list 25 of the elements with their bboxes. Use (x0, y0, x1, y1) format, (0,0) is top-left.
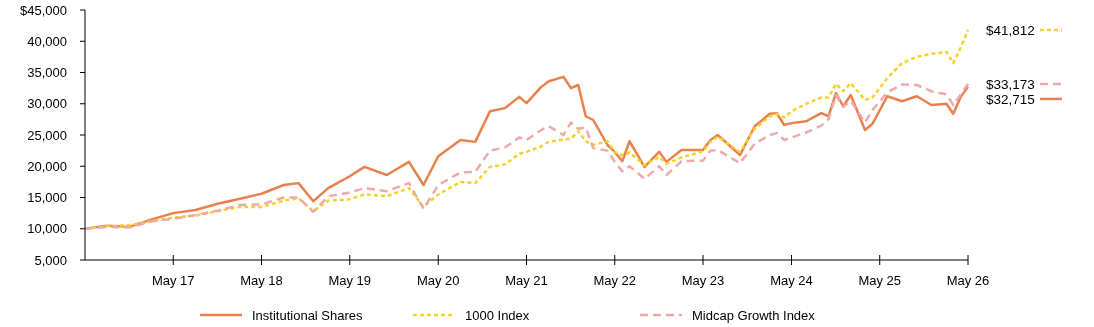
x-tick-label: May 22 (593, 273, 637, 288)
x-tick-label: May 23 (681, 273, 725, 288)
x-tick-label: May 21 (505, 273, 548, 288)
y-tick-label: 25,000 (27, 127, 67, 143)
y-tick-label: 5,000 (34, 252, 67, 268)
x-tick-label: May 19 (328, 273, 372, 288)
legend-label: Midcap Growth Index (692, 307, 816, 323)
x-tick-label: May 20 (416, 273, 460, 288)
y-tick-label: 30,000 (27, 96, 67, 112)
data-label: $41,812 (986, 22, 1035, 38)
x-tick-label: May 17 (151, 273, 195, 288)
x-tick-label: May 18 (240, 273, 283, 288)
x-tick-label: May 26 (946, 273, 990, 288)
y-tick-label: 40,000 (27, 33, 67, 49)
x-tick-label: May 24 (770, 273, 813, 288)
x-tick-label: May 25 (858, 273, 902, 288)
legend-label: 1000 Index (465, 307, 530, 323)
y-tick-label: 20,000 (27, 158, 67, 174)
y-tick-label: 15,000 (27, 190, 67, 206)
data-label: $32,715 (986, 91, 1035, 107)
y-tick-label: 10,000 (27, 221, 67, 237)
data-label: $33,173 (986, 76, 1035, 92)
y-tick-label: $45,000 (20, 2, 67, 18)
legend-label: Institutional Shares (252, 307, 364, 323)
y-tick-label: 35,000 (27, 65, 67, 81)
